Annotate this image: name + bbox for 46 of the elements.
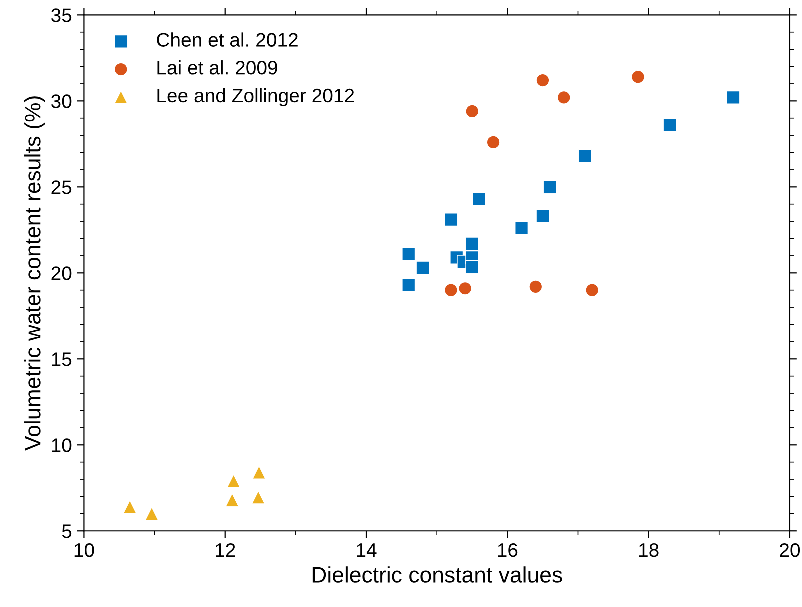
x-tick-label: 12 [216, 543, 236, 558]
legend-label: Lai et al. 2009 [158, 60, 278, 75]
point [402, 278, 416, 292]
x-axis-title: Dielectric constant values [312, 566, 562, 583]
point [466, 104, 480, 118]
y-tick-label: 25 [52, 180, 72, 194]
point [529, 280, 543, 294]
y-tick-label: 30 [52, 94, 72, 108]
point [536, 210, 550, 224]
point [444, 213, 458, 227]
y-tick-label: 5 [62, 524, 72, 538]
point [557, 90, 571, 104]
point [515, 222, 529, 236]
point [486, 136, 500, 150]
legend-label: Lee and Zollinger 2012 [158, 88, 354, 106]
point [472, 192, 486, 206]
point [663, 118, 677, 132]
legend-label: Chen et al. 2012 [157, 32, 298, 47]
point [466, 237, 480, 251]
point [578, 149, 592, 163]
point [145, 507, 159, 521]
point [631, 70, 645, 84]
point [466, 260, 480, 274]
point [226, 493, 240, 507]
y-tick-label: 15 [52, 352, 72, 366]
point [402, 247, 416, 261]
point [458, 282, 472, 296]
point [252, 490, 266, 504]
y-axis-title: Volumetric water content results (%) [24, 96, 46, 451]
x-tick-label: 10 [74, 543, 94, 558]
point [252, 466, 266, 480]
point [444, 284, 458, 298]
x-tick-label: 20 [780, 543, 800, 558]
point [536, 74, 550, 88]
point [586, 284, 600, 298]
y-tick-label: 20 [52, 266, 72, 280]
x-tick-label: 18 [639, 543, 659, 558]
x-tick-label: 14 [357, 544, 377, 558]
y-tick-label: 35 [52, 8, 72, 22]
y-tick-label: 10 [52, 438, 72, 452]
point [227, 474, 241, 488]
point [726, 90, 740, 104]
x-tick-label: 16 [498, 543, 518, 558]
point [543, 180, 557, 194]
point [123, 500, 137, 514]
point [416, 261, 430, 275]
